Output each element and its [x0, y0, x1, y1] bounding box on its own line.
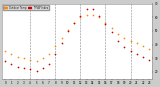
Point [129, 51, 132, 52]
Point [4, 51, 7, 52]
Legend: Outdoor Temp, THSW Index: Outdoor Temp, THSW Index [3, 5, 49, 10]
Point [60, 37, 63, 38]
Point [67, 30, 69, 32]
Point [23, 58, 25, 59]
Point [42, 58, 44, 59]
Point [92, 14, 94, 15]
Point [10, 63, 13, 64]
Point [117, 33, 119, 34]
Point [35, 60, 38, 62]
Point [142, 45, 144, 47]
Point [29, 69, 32, 70]
Point [16, 56, 19, 58]
Point [110, 32, 113, 33]
Point [98, 15, 100, 17]
Point [85, 14, 88, 15]
Point [98, 17, 100, 18]
Point [142, 56, 144, 58]
Point [129, 40, 132, 41]
Point [16, 66, 19, 67]
Point [104, 23, 107, 25]
Point [148, 59, 151, 60]
Point [79, 17, 82, 18]
Point [67, 29, 69, 30]
Point [35, 70, 38, 71]
Point [136, 54, 138, 55]
Point [117, 40, 119, 41]
Point [110, 27, 113, 29]
Point [85, 8, 88, 10]
Point [73, 22, 75, 23]
Point [123, 47, 126, 48]
Point [54, 54, 57, 55]
Point [136, 43, 138, 44]
Point [92, 8, 94, 10]
Point [148, 48, 151, 49]
Point [23, 67, 25, 69]
Point [73, 22, 75, 23]
Point [42, 67, 44, 69]
Point [29, 59, 32, 60]
Point [79, 15, 82, 17]
Point [48, 63, 50, 64]
Point [60, 43, 63, 44]
Point [54, 45, 57, 47]
Point [123, 37, 126, 38]
Point [48, 54, 50, 55]
Point [104, 22, 107, 23]
Point [10, 54, 13, 55]
Point [4, 60, 7, 62]
